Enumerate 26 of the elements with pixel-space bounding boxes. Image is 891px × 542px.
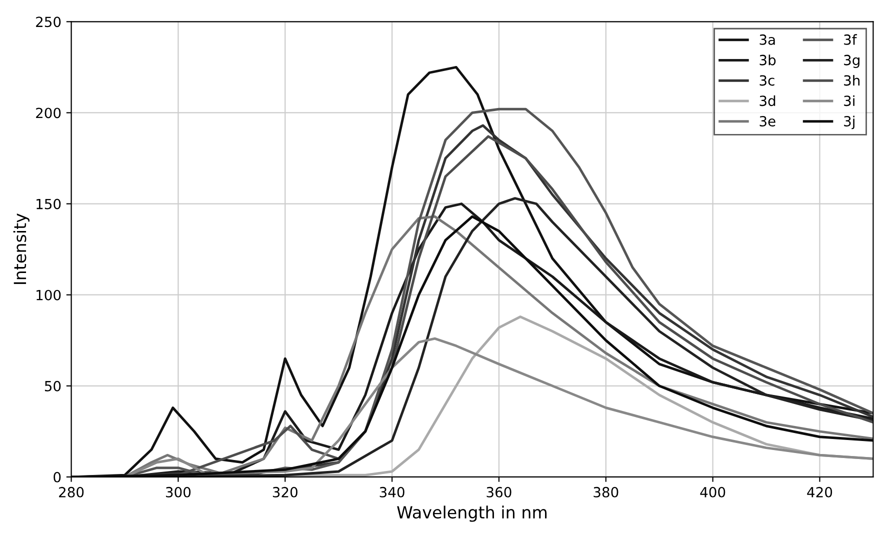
y-tick-label: 150 — [36, 198, 61, 210]
x-tick-label: 280 — [59, 486, 84, 498]
legend-label: 3g — [844, 54, 860, 68]
legend-label: 3d — [760, 95, 776, 106]
x-tick-label: 320 — [272, 486, 298, 498]
y-axis-title: Intensity — [13, 214, 30, 284]
x-tick-label: 360 — [486, 486, 512, 498]
legend-label: 3f — [844, 34, 858, 45]
x-tick-label: 400 — [700, 486, 726, 498]
legend-label: 3e — [760, 116, 776, 126]
y-tick-label: 50 — [44, 380, 61, 392]
x-tick-label: 300 — [166, 486, 191, 498]
y-tick-label: 100 — [36, 290, 61, 300]
y-tick-label: 200 — [36, 108, 61, 118]
legend-label: 3a — [760, 34, 775, 45]
legend-label: 3c — [760, 75, 774, 86]
y-tick-label: 0 — [54, 472, 61, 482]
x-tick-label: 340 — [380, 486, 404, 498]
y-tick-label: 250 — [36, 16, 61, 28]
x-tick-label: 420 — [807, 486, 832, 498]
legend-label: 3b — [760, 54, 776, 66]
x-tick-label: 380 — [594, 486, 618, 498]
legend-label: 3i — [844, 95, 854, 106]
legend-label: 3h — [844, 74, 860, 86]
legend-label: 3j — [844, 116, 854, 130]
x-axis-title: Wavelength in nm — [397, 506, 547, 522]
